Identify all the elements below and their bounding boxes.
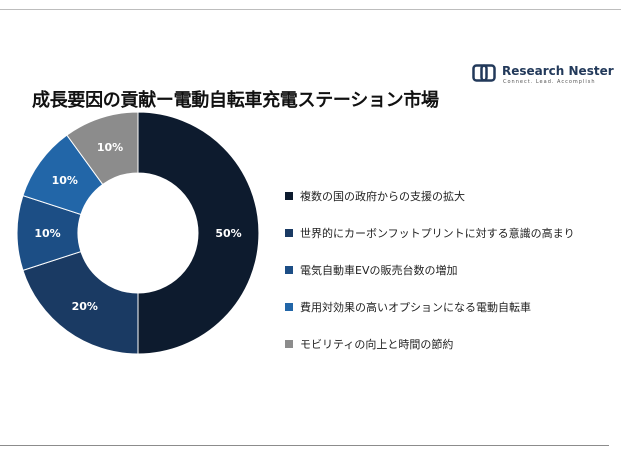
bottom-divider (0, 445, 609, 446)
slice-label-2: 20% (72, 300, 98, 313)
slice-label-5: 10% (97, 141, 123, 154)
donut-slice-1 (137, 111, 260, 355)
logo-tagline: Connect. Lead. Accomplish (503, 79, 596, 85)
slice-label-1: 50% (215, 227, 241, 240)
legend-item-4: 費用対効果の高いオプションになる電動自転車 (285, 299, 531, 315)
legend-label-4: 費用対効果の高いオプションになる電動自転車 (300, 301, 531, 314)
donut-slice-2 (22, 250, 139, 355)
top-divider (0, 9, 621, 10)
legend-label-3: 電気自動車EVの販売台数の増加 (300, 264, 458, 277)
slice-label-4: 10% (52, 174, 78, 187)
slice-label-3: 10% (34, 227, 60, 240)
legend-label-1: 複数の国の政府からの支援の拡大 (300, 190, 465, 203)
legend-label-5: モビリティの向上と時間の節約 (300, 338, 454, 351)
legend-item-5: モビリティの向上と時間の節約 (285, 336, 453, 352)
legend-item-1: 複数の国の政府からの支援の拡大 (285, 188, 465, 204)
legend-item-2: 世界的にカーボンフットプリントに対する意識の高まり (285, 225, 575, 241)
legend-item-3: 電気自動車EVの販売台数の増加 (285, 262, 457, 278)
chart-title: 成長要因の貢献ー電動自転車充電ステーション市場 (32, 90, 439, 111)
legend-swatch-2 (285, 229, 293, 237)
legend-swatch-4 (285, 303, 293, 311)
logo: Research Nester Connect. Lead. Accomplis… (472, 62, 614, 88)
research-nester-logo-icon (472, 64, 496, 82)
legend-swatch-1 (285, 192, 293, 200)
legend-label-2: 世界的にカーボンフットプリントに対する意識の高まり (300, 227, 575, 240)
donut-slice-5 (66, 111, 139, 186)
legend-swatch-5 (285, 340, 293, 348)
legend-swatch-3 (285, 266, 293, 274)
logo-name: Research Nester (502, 64, 614, 78)
